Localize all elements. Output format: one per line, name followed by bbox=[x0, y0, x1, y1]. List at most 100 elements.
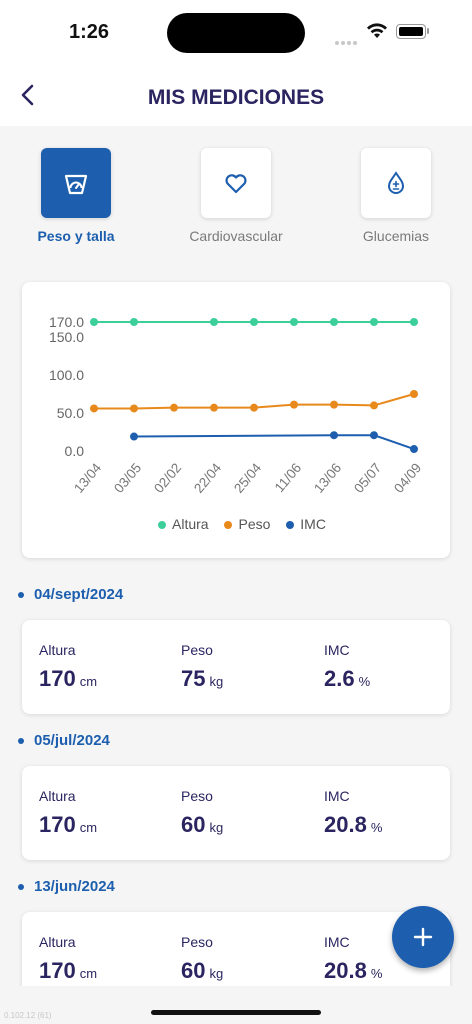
peso-number: 60 bbox=[181, 812, 206, 837]
altura-unit: cm bbox=[79, 966, 98, 981]
add-measurement-button[interactable] bbox=[392, 906, 454, 968]
status-time: 1:26 bbox=[69, 21, 110, 43]
y-tick-label: 0.0 bbox=[65, 443, 85, 459]
peso-unit: kg bbox=[209, 674, 224, 689]
altura-label: Altura bbox=[39, 934, 76, 950]
y-tick-label: 50.0 bbox=[57, 405, 84, 421]
legend-dot-imc bbox=[286, 520, 295, 529]
peso-column: Peso 75 kg bbox=[181, 642, 223, 692]
peso-unit: kg bbox=[209, 966, 224, 981]
legend-dot-altura bbox=[158, 520, 167, 529]
tab-peso-talla[interactable] bbox=[41, 148, 111, 218]
peso-unit: kg bbox=[209, 820, 224, 835]
data-point-altura bbox=[130, 318, 138, 326]
heart-icon bbox=[225, 174, 247, 194]
data-point-imc bbox=[330, 431, 338, 440]
imc-value: 20.8% bbox=[324, 958, 382, 984]
cellular-signal-icon bbox=[335, 32, 359, 50]
imc-unit: % bbox=[370, 966, 383, 981]
peso-number: 75 bbox=[181, 666, 206, 691]
data-point-peso bbox=[330, 400, 338, 409]
y-tick-label: 100.0 bbox=[49, 367, 84, 383]
measurement-card[interactable]: Altura 170 cm Peso 75 kg IMC 2.6% bbox=[22, 620, 450, 714]
peso-label: Peso bbox=[181, 788, 213, 804]
peso-column: Peso 60 kg bbox=[181, 934, 223, 984]
altura-label: Altura bbox=[39, 642, 76, 658]
x-tick-label: 02/02 bbox=[151, 460, 184, 496]
measurement-date: 04/sept/2024 bbox=[18, 586, 123, 603]
legend-dot-peso bbox=[224, 520, 233, 529]
battery-nub bbox=[427, 28, 429, 34]
peso-label: Peso bbox=[181, 642, 213, 658]
imc-value: 20.8% bbox=[324, 812, 382, 838]
data-point-peso bbox=[210, 403, 218, 412]
altura-value: 170 cm bbox=[39, 958, 97, 984]
app-header: MIS MEDICIONES bbox=[0, 64, 472, 126]
data-point-peso bbox=[130, 404, 138, 413]
imc-column: IMC 20.8% bbox=[324, 788, 382, 838]
x-tick-label: 22/04 bbox=[191, 460, 225, 496]
wifi-icon bbox=[367, 23, 387, 38]
legend-altura: Altura bbox=[172, 516, 209, 532]
x-tick-label: 04/09 bbox=[391, 460, 424, 496]
altura-value: 170 cm bbox=[39, 812, 97, 838]
x-tick-label: 13/06 bbox=[311, 460, 344, 496]
imc-number: 2.6 bbox=[324, 666, 355, 691]
data-point-altura bbox=[370, 318, 378, 326]
altura-label: Altura bbox=[39, 788, 76, 804]
peso-number: 60 bbox=[181, 958, 206, 983]
imc-label: IMC bbox=[324, 642, 350, 658]
peso-column: Peso 60 kg bbox=[181, 788, 223, 838]
glucose-drop-icon bbox=[387, 171, 405, 194]
x-tick-label: 11/06 bbox=[272, 460, 305, 495]
tab-glucemias[interactable] bbox=[361, 148, 431, 218]
data-point-altura bbox=[90, 318, 98, 326]
legend-imc: IMC bbox=[300, 516, 326, 532]
altura-number: 170 bbox=[39, 812, 76, 837]
data-point-imc bbox=[370, 431, 378, 440]
tab-label-cardiovascular: Cardiovascular bbox=[189, 228, 283, 244]
y-tick-label: 150.0 bbox=[49, 329, 84, 345]
altura-value: 170 cm bbox=[39, 666, 97, 692]
data-point-altura bbox=[410, 318, 418, 326]
data-point-altura bbox=[290, 318, 298, 326]
battery-icon bbox=[396, 24, 426, 39]
measurement-card[interactable]: Altura 170 cm Peso 60 kg IMC 20.8% bbox=[22, 912, 450, 1006]
series-line-imc bbox=[133, 434, 415, 450]
measurement-date: 05/jul/2024 bbox=[18, 732, 110, 749]
imc-label: IMC bbox=[324, 788, 350, 804]
plus-icon bbox=[413, 927, 433, 947]
data-point-peso bbox=[370, 401, 378, 410]
x-tick-label: 25/04 bbox=[231, 460, 265, 496]
measurement-date: 13/jun/2024 bbox=[18, 878, 115, 895]
back-arrow-icon[interactable] bbox=[14, 80, 42, 110]
data-point-peso bbox=[290, 400, 298, 409]
peso-label: Peso bbox=[181, 934, 213, 950]
data-point-imc bbox=[130, 432, 138, 441]
imc-column: IMC 20.8% bbox=[324, 934, 382, 984]
app-version: 0.102.12 (61) bbox=[4, 1011, 52, 1020]
tab-label-peso-talla: Peso y talla bbox=[37, 228, 115, 244]
altura-number: 170 bbox=[39, 958, 76, 983]
dynamic-island bbox=[167, 13, 305, 53]
tab-label-glucemias: Glucemias bbox=[362, 228, 430, 244]
tab-cardiovascular[interactable] bbox=[201, 148, 271, 218]
altura-unit: cm bbox=[79, 820, 98, 835]
measurement-card[interactable]: Altura 170 cm Peso 60 kg IMC 20.8% bbox=[22, 766, 450, 860]
data-point-altura bbox=[210, 318, 218, 326]
imc-unit: % bbox=[358, 674, 371, 689]
bottom-area bbox=[0, 986, 472, 1024]
imc-number: 20.8 bbox=[324, 958, 367, 983]
chart-legend: Altura Peso IMC bbox=[22, 516, 450, 532]
imc-number: 20.8 bbox=[324, 812, 367, 837]
altura-column: Altura 170 cm bbox=[39, 934, 97, 984]
home-indicator[interactable] bbox=[151, 1010, 321, 1015]
x-tick-label: 13/04 bbox=[71, 460, 105, 496]
data-point-peso bbox=[90, 404, 98, 413]
altura-unit: cm bbox=[79, 674, 98, 689]
altura-column: Altura 170 cm bbox=[39, 642, 97, 692]
status-bar: 1:26 bbox=[0, 0, 472, 64]
altura-number: 170 bbox=[39, 666, 76, 691]
scale-icon bbox=[64, 174, 88, 195]
data-point-altura bbox=[330, 318, 338, 326]
